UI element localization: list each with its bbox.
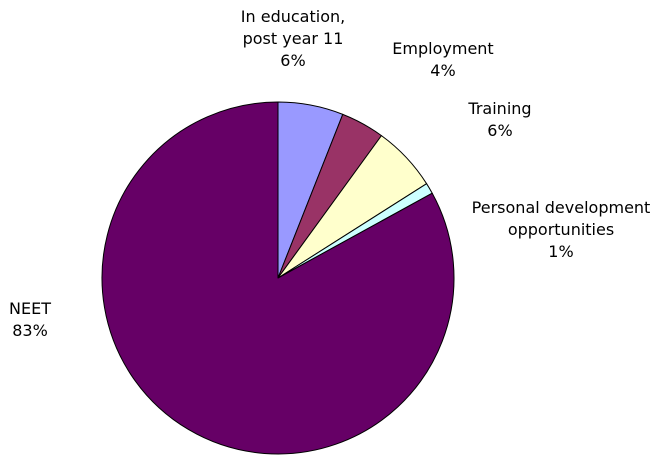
- slice-label-neet: NEET 83%: [9, 299, 51, 340]
- slice-label-in-education: In education, post year 11 6%: [240, 7, 346, 70]
- slice-label-employment: Employment 4%: [392, 39, 494, 80]
- slice-label-personal-development: Personal development opportunities 1%: [471, 198, 651, 261]
- pie-slice-4: [101, 101, 455, 455]
- slice-label-training: Training 6%: [468, 99, 532, 140]
